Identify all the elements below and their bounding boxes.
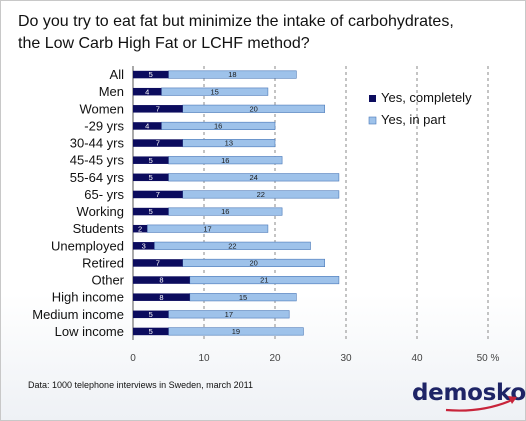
data-label-in-part: 17 — [225, 310, 233, 319]
category-label: Students — [73, 221, 125, 236]
data-label-completely: 3 — [142, 241, 146, 250]
bar-completely — [133, 87, 162, 96]
data-label-completely: 7 — [156, 259, 160, 268]
bar-completely — [133, 259, 183, 267]
data-label-in-part: 19 — [232, 327, 240, 336]
category-label: 55-64 yrs — [70, 170, 125, 185]
data-label-completely: 7 — [156, 104, 160, 113]
bar-completely — [133, 156, 169, 164]
category-label: 30-44 yrs — [70, 136, 125, 151]
x-tick-label: 20 — [269, 353, 281, 364]
x-tick-label: 50 % — [477, 353, 500, 364]
bar-completely — [133, 105, 183, 113]
data-label-in-part: 15 — [210, 87, 218, 96]
category-label: Working — [77, 204, 124, 219]
data-label-in-part: 24 — [250, 173, 258, 182]
data-label-in-part: 16 — [221, 156, 229, 165]
title-line-2: the Low Carb High Fat or LCHF method? — [18, 35, 310, 52]
data-label-completely: 5 — [149, 327, 153, 336]
category-label: Unemployed — [51, 238, 124, 253]
data-label-completely: 4 — [145, 87, 149, 96]
bar-completely — [133, 70, 169, 79]
x-tick-label: 0 — [130, 353, 136, 364]
data-label-in-part: 16 — [214, 122, 222, 131]
logo-swoosh-icon — [445, 396, 517, 412]
chart-title: Do you try to eat fat but minimize the i… — [18, 11, 508, 55]
x-tick-label: 30 — [340, 353, 352, 364]
demoskop-logo: demoskop — [412, 380, 526, 414]
legend-label: Yes, completely — [381, 90, 472, 105]
data-label-in-part: 16 — [221, 207, 229, 216]
bar-completely — [133, 173, 169, 182]
data-label-completely: 5 — [149, 70, 153, 79]
category-label: Medium income — [32, 307, 124, 322]
legend-label: Yes, in part — [381, 112, 446, 127]
category-label: Other — [91, 273, 124, 288]
data-label-in-part: 22 — [228, 241, 236, 250]
data-label-in-part: 21 — [260, 276, 268, 285]
category-label: Retired — [82, 255, 124, 270]
data-label-in-part: 15 — [239, 293, 247, 302]
category-label: Low income — [55, 324, 124, 339]
category-label: Women — [79, 101, 124, 116]
category-label: Men — [99, 84, 124, 99]
data-label-completely: 8 — [159, 293, 163, 302]
bar-completely — [133, 242, 155, 250]
x-tick-label: 40 — [411, 353, 423, 364]
bar-completely — [133, 327, 169, 336]
bar-completely — [133, 207, 169, 216]
source-note: Data: 1000 telephone interviews in Swede… — [28, 380, 253, 390]
data-label-completely: 5 — [149, 173, 153, 182]
data-label-in-part: 13 — [225, 139, 233, 148]
bar-completely — [133, 122, 162, 130]
legend-swatch — [368, 116, 377, 125]
bar-completely — [133, 224, 148, 233]
category-label: 45-45 yrs — [70, 153, 125, 168]
title-line-1: Do you try to eat fat but minimize the i… — [18, 13, 454, 30]
data-label-completely: 8 — [159, 276, 163, 285]
data-label-in-part: 20 — [250, 259, 258, 268]
data-label-completely: 7 — [156, 190, 160, 199]
bar-completely — [133, 310, 169, 319]
data-label-in-part: 18 — [228, 70, 236, 79]
category-label: High income — [52, 290, 124, 305]
x-tick-label: 10 — [198, 353, 210, 364]
bar-completely — [133, 276, 190, 284]
bar-completely — [133, 139, 183, 147]
legend-swatch — [369, 95, 376, 102]
data-label-in-part: 17 — [203, 224, 211, 233]
category-label: All — [110, 67, 125, 82]
category-label: 65- yrs — [84, 187, 124, 202]
category-label: -29 yrs — [84, 118, 124, 133]
data-label-completely: 2 — [138, 224, 142, 233]
data-label-completely: 7 — [156, 139, 160, 148]
data-label-completely: 5 — [149, 207, 153, 216]
data-label-in-part: 22 — [257, 190, 265, 199]
data-label-completely: 5 — [149, 310, 153, 319]
bar-completely — [133, 293, 190, 301]
bar-completely — [133, 190, 183, 199]
data-label-completely: 4 — [145, 122, 149, 131]
data-label-completely: 5 — [149, 156, 153, 165]
data-label-in-part: 20 — [250, 104, 258, 113]
